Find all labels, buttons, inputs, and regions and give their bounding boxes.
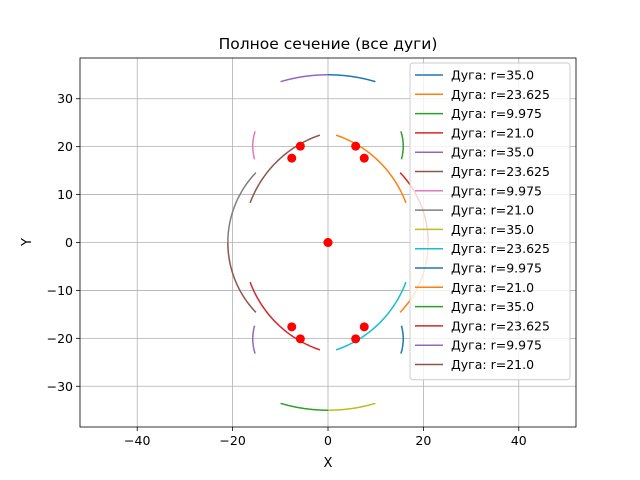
- legend-entry: Дуга: r=21.0: [451, 357, 534, 372]
- series-arc-5: [280, 74, 328, 83]
- plot-area: [227, 74, 429, 411]
- center-point: [359, 153, 369, 163]
- legend-entry: Дуга: r=23.625: [451, 241, 550, 256]
- y-tick-label: 0: [65, 235, 73, 250]
- chart-title: Полное сечение (все дуги): [219, 35, 438, 53]
- legend-entry: Дуга: r=9.975: [451, 183, 542, 198]
- center-point: [287, 153, 297, 163]
- series-arc-7: [252, 131, 256, 160]
- legend-entry: Дуга: r=35.0: [451, 222, 534, 237]
- x-tick-label: 40: [511, 433, 527, 448]
- x-tick-label: 0: [324, 433, 332, 448]
- y-tick-label: 10: [57, 187, 73, 202]
- x-axis-label: X: [324, 456, 333, 471]
- y-tick-label: 20: [57, 139, 73, 154]
- y-axis-ticks: −30 −20 −10 0 10 20 30: [47, 91, 80, 394]
- series-arc-14: [249, 281, 321, 351]
- legend-entry: Дуга: r=23.625: [451, 87, 550, 102]
- series-arc-16: [227, 242, 257, 313]
- y-axis-label: Y: [20, 238, 35, 247]
- series-arc-11: [400, 325, 404, 354]
- y-tick-label: −30: [47, 379, 73, 394]
- legend-entry: Дуга: r=35.0: [451, 145, 534, 160]
- center-point: [359, 322, 369, 332]
- center-point: [295, 334, 305, 344]
- center-point: [295, 141, 305, 151]
- series-arc-2: [335, 134, 407, 204]
- center-point: [351, 141, 361, 151]
- legend-entry: Дуга: r=9.975: [451, 106, 542, 121]
- x-tick-label: −20: [219, 433, 245, 448]
- center-point: [287, 322, 297, 332]
- legend-entry: Дуга: r=21.0: [451, 125, 534, 140]
- legend: Дуга: r=35.0 Дуга: r=23.625 Дуга: r=9.975 Д…: [409, 62, 571, 381]
- legend-box: [409, 62, 571, 381]
- series-arc-3: [400, 131, 404, 160]
- series-arc-15: [252, 325, 256, 354]
- legend-entry: Дуга: r=35.0: [451, 299, 534, 314]
- series-arc-8: [227, 172, 257, 243]
- legend-entry: Дуга: r=21.0: [451, 280, 534, 295]
- x-tick-label: 20: [415, 433, 431, 448]
- series-arc-13: [280, 402, 328, 411]
- center-point: [323, 238, 333, 247]
- x-tick-label: −40: [124, 433, 150, 448]
- legend-entry: Дуга: r=23.625: [451, 164, 550, 179]
- legend-entry: Дуга: r=35.0: [451, 68, 534, 83]
- series-arc-10: [335, 281, 407, 351]
- legend-entry: Дуга: r=9.975: [451, 338, 542, 353]
- series-arc-1: [328, 74, 376, 83]
- y-tick-label: 30: [57, 91, 73, 106]
- series-arc-6: [249, 134, 321, 204]
- legend-entry: Дуга: r=21.0: [451, 203, 534, 218]
- x-axis-ticks: −40 −20 0 20 40: [124, 427, 527, 448]
- legend-entry: Дуга: r=23.625: [451, 318, 550, 333]
- series-arc-9: [328, 402, 376, 411]
- y-tick-label: −10: [47, 283, 73, 298]
- center-point: [351, 334, 361, 344]
- y-tick-label: −20: [47, 331, 73, 346]
- legend-entry: Дуга: r=9.975: [451, 261, 542, 276]
